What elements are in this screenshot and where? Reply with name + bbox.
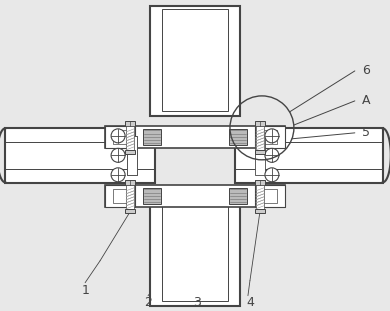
Bar: [255, 209, 265, 213]
Bar: [105, 126, 285, 148]
Bar: [255, 126, 285, 148]
Bar: [126, 185, 134, 209]
Bar: [255, 150, 265, 154]
Bar: [125, 180, 135, 185]
Bar: [256, 126, 264, 150]
Text: 5: 5: [362, 126, 370, 139]
Circle shape: [265, 148, 279, 162]
Circle shape: [111, 129, 125, 143]
Circle shape: [111, 148, 125, 162]
Bar: [255, 185, 285, 207]
Bar: [105, 185, 285, 207]
Bar: [255, 180, 265, 185]
Circle shape: [265, 168, 279, 182]
Text: 1: 1: [81, 284, 89, 297]
Bar: [125, 150, 135, 154]
Bar: [162, 201, 228, 301]
Bar: [113, 130, 131, 144]
Bar: [105, 126, 135, 148]
Bar: [125, 209, 135, 213]
Text: 4: 4: [246, 296, 254, 309]
Bar: [5, 128, 155, 183]
Bar: [255, 136, 265, 175]
Bar: [150, 198, 240, 306]
Bar: [105, 185, 135, 207]
Bar: [150, 6, 240, 116]
Text: 6: 6: [362, 64, 370, 77]
Bar: [255, 121, 265, 126]
Bar: [259, 130, 277, 144]
Bar: [125, 121, 135, 126]
Text: 2: 2: [144, 296, 152, 309]
Text: A: A: [362, 95, 370, 107]
Bar: [143, 188, 161, 204]
Bar: [256, 185, 264, 209]
Bar: [229, 188, 247, 204]
Bar: [229, 129, 247, 145]
Bar: [126, 126, 134, 150]
Bar: [143, 129, 161, 145]
Bar: [127, 136, 137, 175]
Circle shape: [265, 129, 279, 143]
Bar: [113, 189, 131, 203]
Bar: [235, 128, 383, 183]
Circle shape: [111, 168, 125, 182]
Bar: [127, 136, 137, 175]
Text: 3: 3: [193, 296, 201, 309]
Bar: [162, 9, 228, 111]
Bar: [259, 189, 277, 203]
